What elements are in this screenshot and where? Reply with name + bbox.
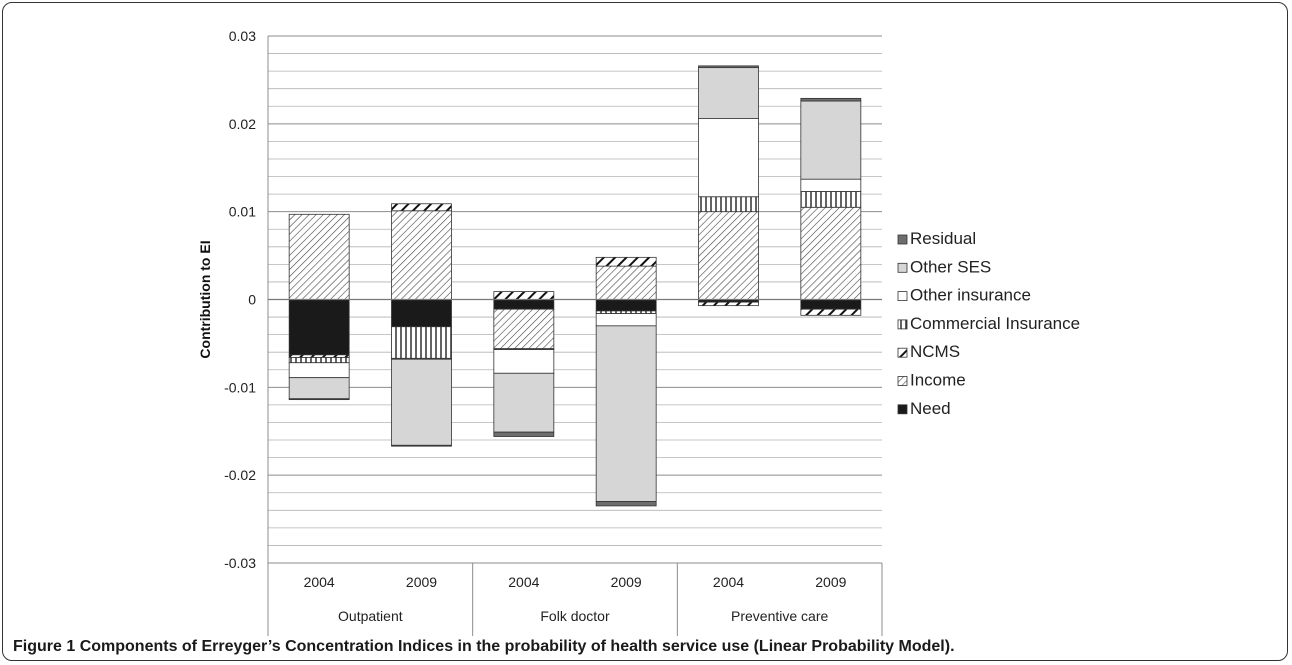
bar-segment-other-ses [494, 373, 554, 432]
y-tick-label: 0 [248, 292, 256, 308]
bar-segment-income [801, 207, 861, 299]
bar-segment-other-ses [289, 378, 349, 399]
bar-segment-residual [801, 98, 861, 101]
bar-segment-other-ses [596, 326, 656, 502]
bar-segment-other-ses [392, 359, 452, 445]
bar-segment-ncms [494, 292, 554, 300]
legend-label: NCMS [910, 342, 960, 361]
group-label: Preventive care [731, 608, 828, 624]
bar-segment-other-insurance [699, 119, 759, 197]
legend-swatch [898, 405, 907, 414]
bar-segment-income [392, 211, 452, 300]
caption-label: Figure 1 [13, 638, 75, 655]
y-tick-label: -0.02 [224, 467, 256, 483]
bar-segment-other-ses [801, 101, 861, 179]
bar-segment-commercial-insurance [699, 197, 759, 212]
legend-swatch [898, 348, 907, 357]
x-tick-label: 2004 [713, 574, 744, 590]
legend-label: Residual [910, 229, 976, 248]
bar-segment-income [699, 212, 759, 300]
group-label: Outpatient [338, 608, 403, 624]
legend-swatch [898, 320, 907, 329]
bar-segment-ncms [596, 257, 656, 266]
group-label: Folk doctor [540, 608, 610, 624]
bar-segment-residual [494, 432, 554, 436]
x-tick-label: 2009 [611, 574, 642, 590]
bar-segment-need [289, 300, 349, 355]
bar-segment-income [596, 266, 656, 299]
y-tick-label: 0.01 [229, 204, 256, 220]
y-tick-label: -0.03 [224, 555, 256, 571]
x-tick-label: 2004 [508, 574, 539, 590]
bar-segment-residual [289, 399, 349, 400]
bar-segment-residual [699, 66, 759, 68]
y-tick-label: 0.03 [229, 28, 256, 44]
bar-segment-other-ses [699, 68, 759, 119]
y-axis-title: Contribution to EI [197, 240, 213, 358]
bar-segment-ncms [392, 204, 452, 211]
legend-label: Other SES [910, 257, 991, 276]
legend-label: Income [910, 371, 966, 390]
bar-segment-residual [596, 502, 656, 506]
legend-label: Need [910, 399, 951, 418]
bar-segment-ncms [699, 302, 759, 306]
bar-segment-other-insurance [801, 179, 861, 191]
legend-swatch [898, 263, 907, 272]
bar-segment-need [596, 300, 656, 311]
legend-swatch [898, 235, 907, 244]
legend-swatch [898, 292, 907, 301]
x-tick-label: 2004 [304, 574, 335, 590]
bar-segment-income [494, 309, 554, 349]
bar-segment-commercial-insurance [392, 327, 452, 359]
bar-segment-need [494, 300, 554, 310]
bar-segment-other-insurance [494, 350, 554, 374]
legend-label: Other insurance [910, 286, 1031, 305]
x-tick-label: 2009 [815, 574, 846, 590]
bar-segment-commercial-insurance [801, 191, 861, 207]
bar-segment-other-insurance [596, 314, 656, 326]
y-tick-label: -0.01 [224, 379, 256, 395]
bar-segment-need [392, 300, 452, 327]
y-tick-label: 0.02 [229, 116, 256, 132]
figure-caption: Figure 1 Components of Erreyger’s Concen… [13, 638, 955, 656]
legend-swatch [898, 377, 907, 386]
caption-text: Components of Erreyger’s Concentration I… [80, 638, 955, 655]
bar-segment-commercial-insurance [289, 357, 349, 362]
bar-segment-other-insurance [289, 363, 349, 378]
bar-segment-residual [392, 445, 452, 446]
legend-label: Commercial Insurance [910, 314, 1080, 333]
bar-segment-ncms [801, 309, 861, 315]
x-tick-label: 2009 [406, 574, 437, 590]
bar-segment-need [801, 300, 861, 310]
bar-segment-income [289, 214, 349, 299]
